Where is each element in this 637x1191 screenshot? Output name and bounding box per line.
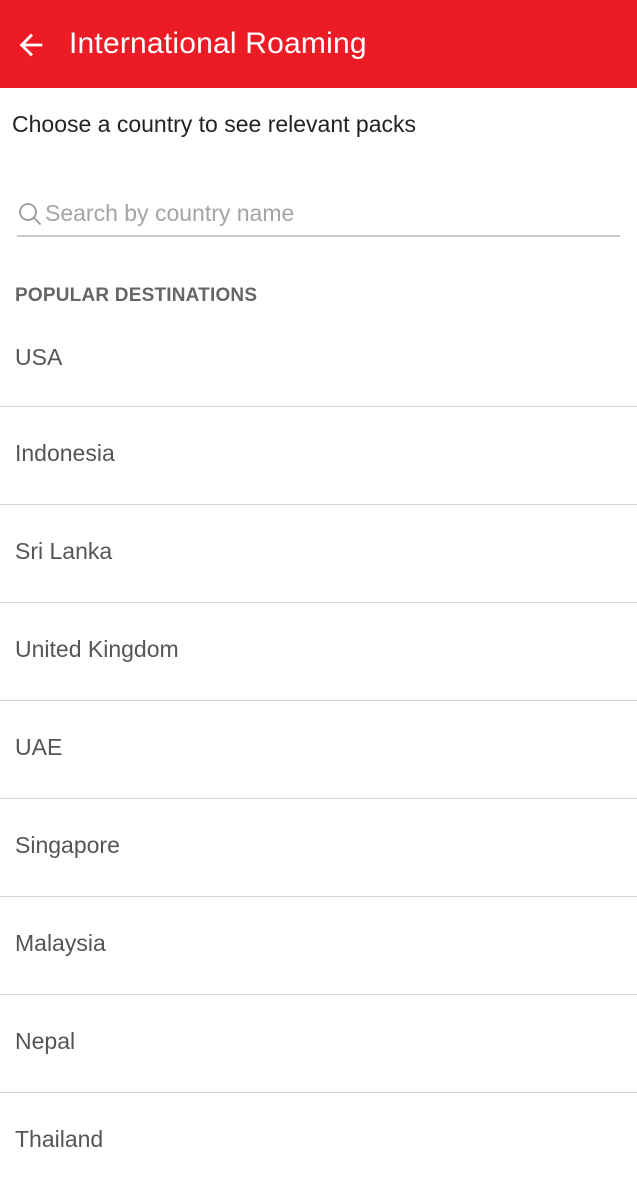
app-bar: International Roaming xyxy=(0,0,637,88)
instruction-text: Choose a country to see relevant packs xyxy=(12,111,417,137)
back-button[interactable] xyxy=(10,24,52,66)
country-label: Thailand xyxy=(15,1126,104,1152)
page-title: International Roaming xyxy=(69,27,367,60)
country-label: United Kingdom xyxy=(15,636,179,662)
list-item-thailand[interactable]: Thailand xyxy=(0,1093,637,1191)
country-label: UAE xyxy=(15,734,63,760)
list-item-singapore[interactable]: Singapore xyxy=(0,799,637,897)
list-item-nepal[interactable]: Nepal xyxy=(0,995,637,1093)
list-item-usa[interactable]: USA xyxy=(0,310,637,407)
list-item-united-kingdom[interactable]: United Kingdom xyxy=(0,603,637,701)
country-label: Singapore xyxy=(15,832,120,858)
arrow-left-icon xyxy=(19,33,43,57)
country-list: USA Indonesia Sri Lanka United Kingdom U… xyxy=(0,310,637,1191)
list-item-uae[interactable]: UAE xyxy=(0,701,637,799)
list-item-sri-lanka[interactable]: Sri Lanka xyxy=(0,505,637,603)
list-item-indonesia[interactable]: Indonesia xyxy=(0,407,637,505)
search-icon xyxy=(19,203,41,225)
search-field[interactable] xyxy=(17,193,620,237)
section-header-popular-destinations: POPULAR DESTINATIONS xyxy=(15,285,258,306)
country-label: USA xyxy=(15,344,63,370)
country-label: Malaysia xyxy=(15,930,106,956)
country-label: Indonesia xyxy=(15,440,115,466)
search-input[interactable] xyxy=(45,193,615,233)
country-label: Sri Lanka xyxy=(15,538,113,564)
country-label: Nepal xyxy=(15,1028,76,1054)
list-item-malaysia[interactable]: Malaysia xyxy=(0,897,637,995)
